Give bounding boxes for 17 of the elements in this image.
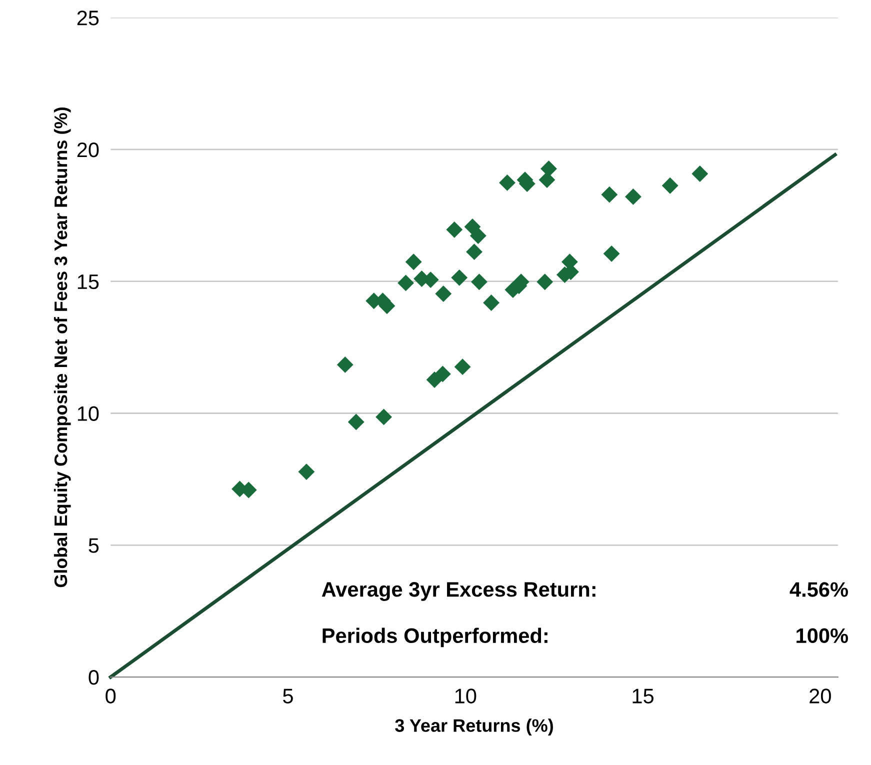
x-tick-label: 0	[106, 688, 116, 704]
y-tick-label: 20	[77, 142, 99, 158]
annotation: Average 3yr Excess Return:	[322, 582, 596, 602]
x-tick-label: 5	[283, 688, 293, 704]
y-tick-label: 0	[88, 670, 99, 685]
x-axis-title: 3 Year Returns (%)	[395, 718, 553, 736]
x-tick-label: 10	[455, 688, 476, 704]
annotation: 100%	[796, 628, 848, 644]
y-tick-label: 5	[88, 538, 99, 553]
annotation: 4.56%	[790, 582, 848, 597]
annotation: Periods Outperformed:	[322, 628, 548, 648]
y-tick-label: 25	[77, 10, 99, 26]
y-axis-title: Global Equity Composite Net of Fees 3 Year Returns (%)	[54, 108, 71, 588]
x-tick-label: 20	[810, 688, 831, 704]
y-tick-label: 10	[78, 406, 99, 422]
y-tick-label: 15	[78, 274, 99, 290]
x-tick-label: 15	[632, 688, 654, 704]
